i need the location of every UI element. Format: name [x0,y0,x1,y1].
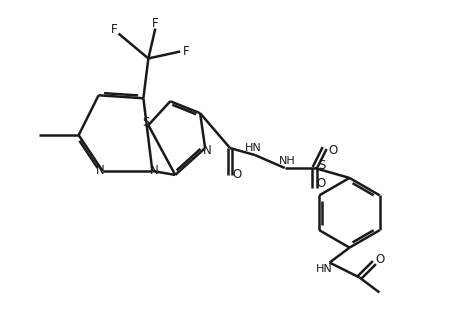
Text: F: F [111,23,118,36]
Text: F: F [152,17,159,30]
Text: O: O [328,143,337,157]
Text: S: S [143,116,150,129]
Text: S: S [318,160,325,172]
Text: NH: NH [279,156,295,166]
Text: N: N [150,164,159,177]
Text: O: O [376,253,385,266]
Text: N: N [203,143,212,157]
Text: O: O [316,177,325,190]
Text: HN: HN [245,143,261,153]
Text: N: N [96,164,105,177]
Text: HN: HN [316,264,333,274]
Text: F: F [183,45,190,58]
Text: O: O [232,168,242,182]
